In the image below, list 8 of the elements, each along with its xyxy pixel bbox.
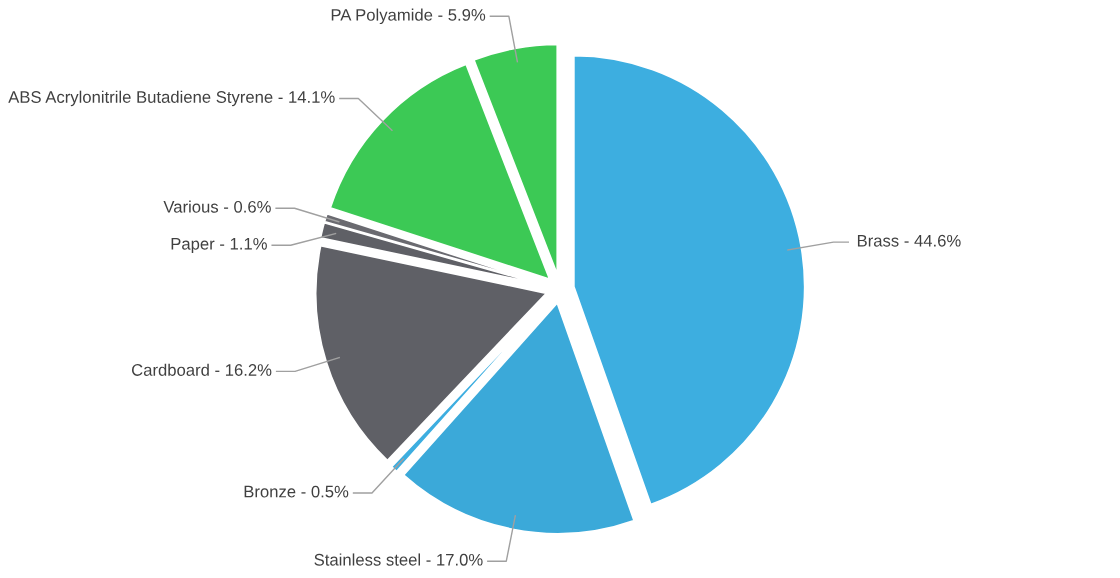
slice-label: Cardboard - 16.2%	[132, 363, 272, 376]
slice-label: Various - 0.6%	[163, 200, 271, 213]
slice-label: Bronze - 0.5%	[244, 485, 349, 498]
slice-label: PA Polyamide - 5.9%	[331, 8, 486, 25]
slice-label: ABS Acrylonitrile Butadiene Styrene - 14.1%	[8, 90, 335, 107]
slice-label: Paper - 1.1%	[171, 237, 267, 254]
slice-label: Brass - 44.6%	[857, 234, 961, 247]
slice-label: Stainless steel - 17.0%	[314, 553, 483, 566]
